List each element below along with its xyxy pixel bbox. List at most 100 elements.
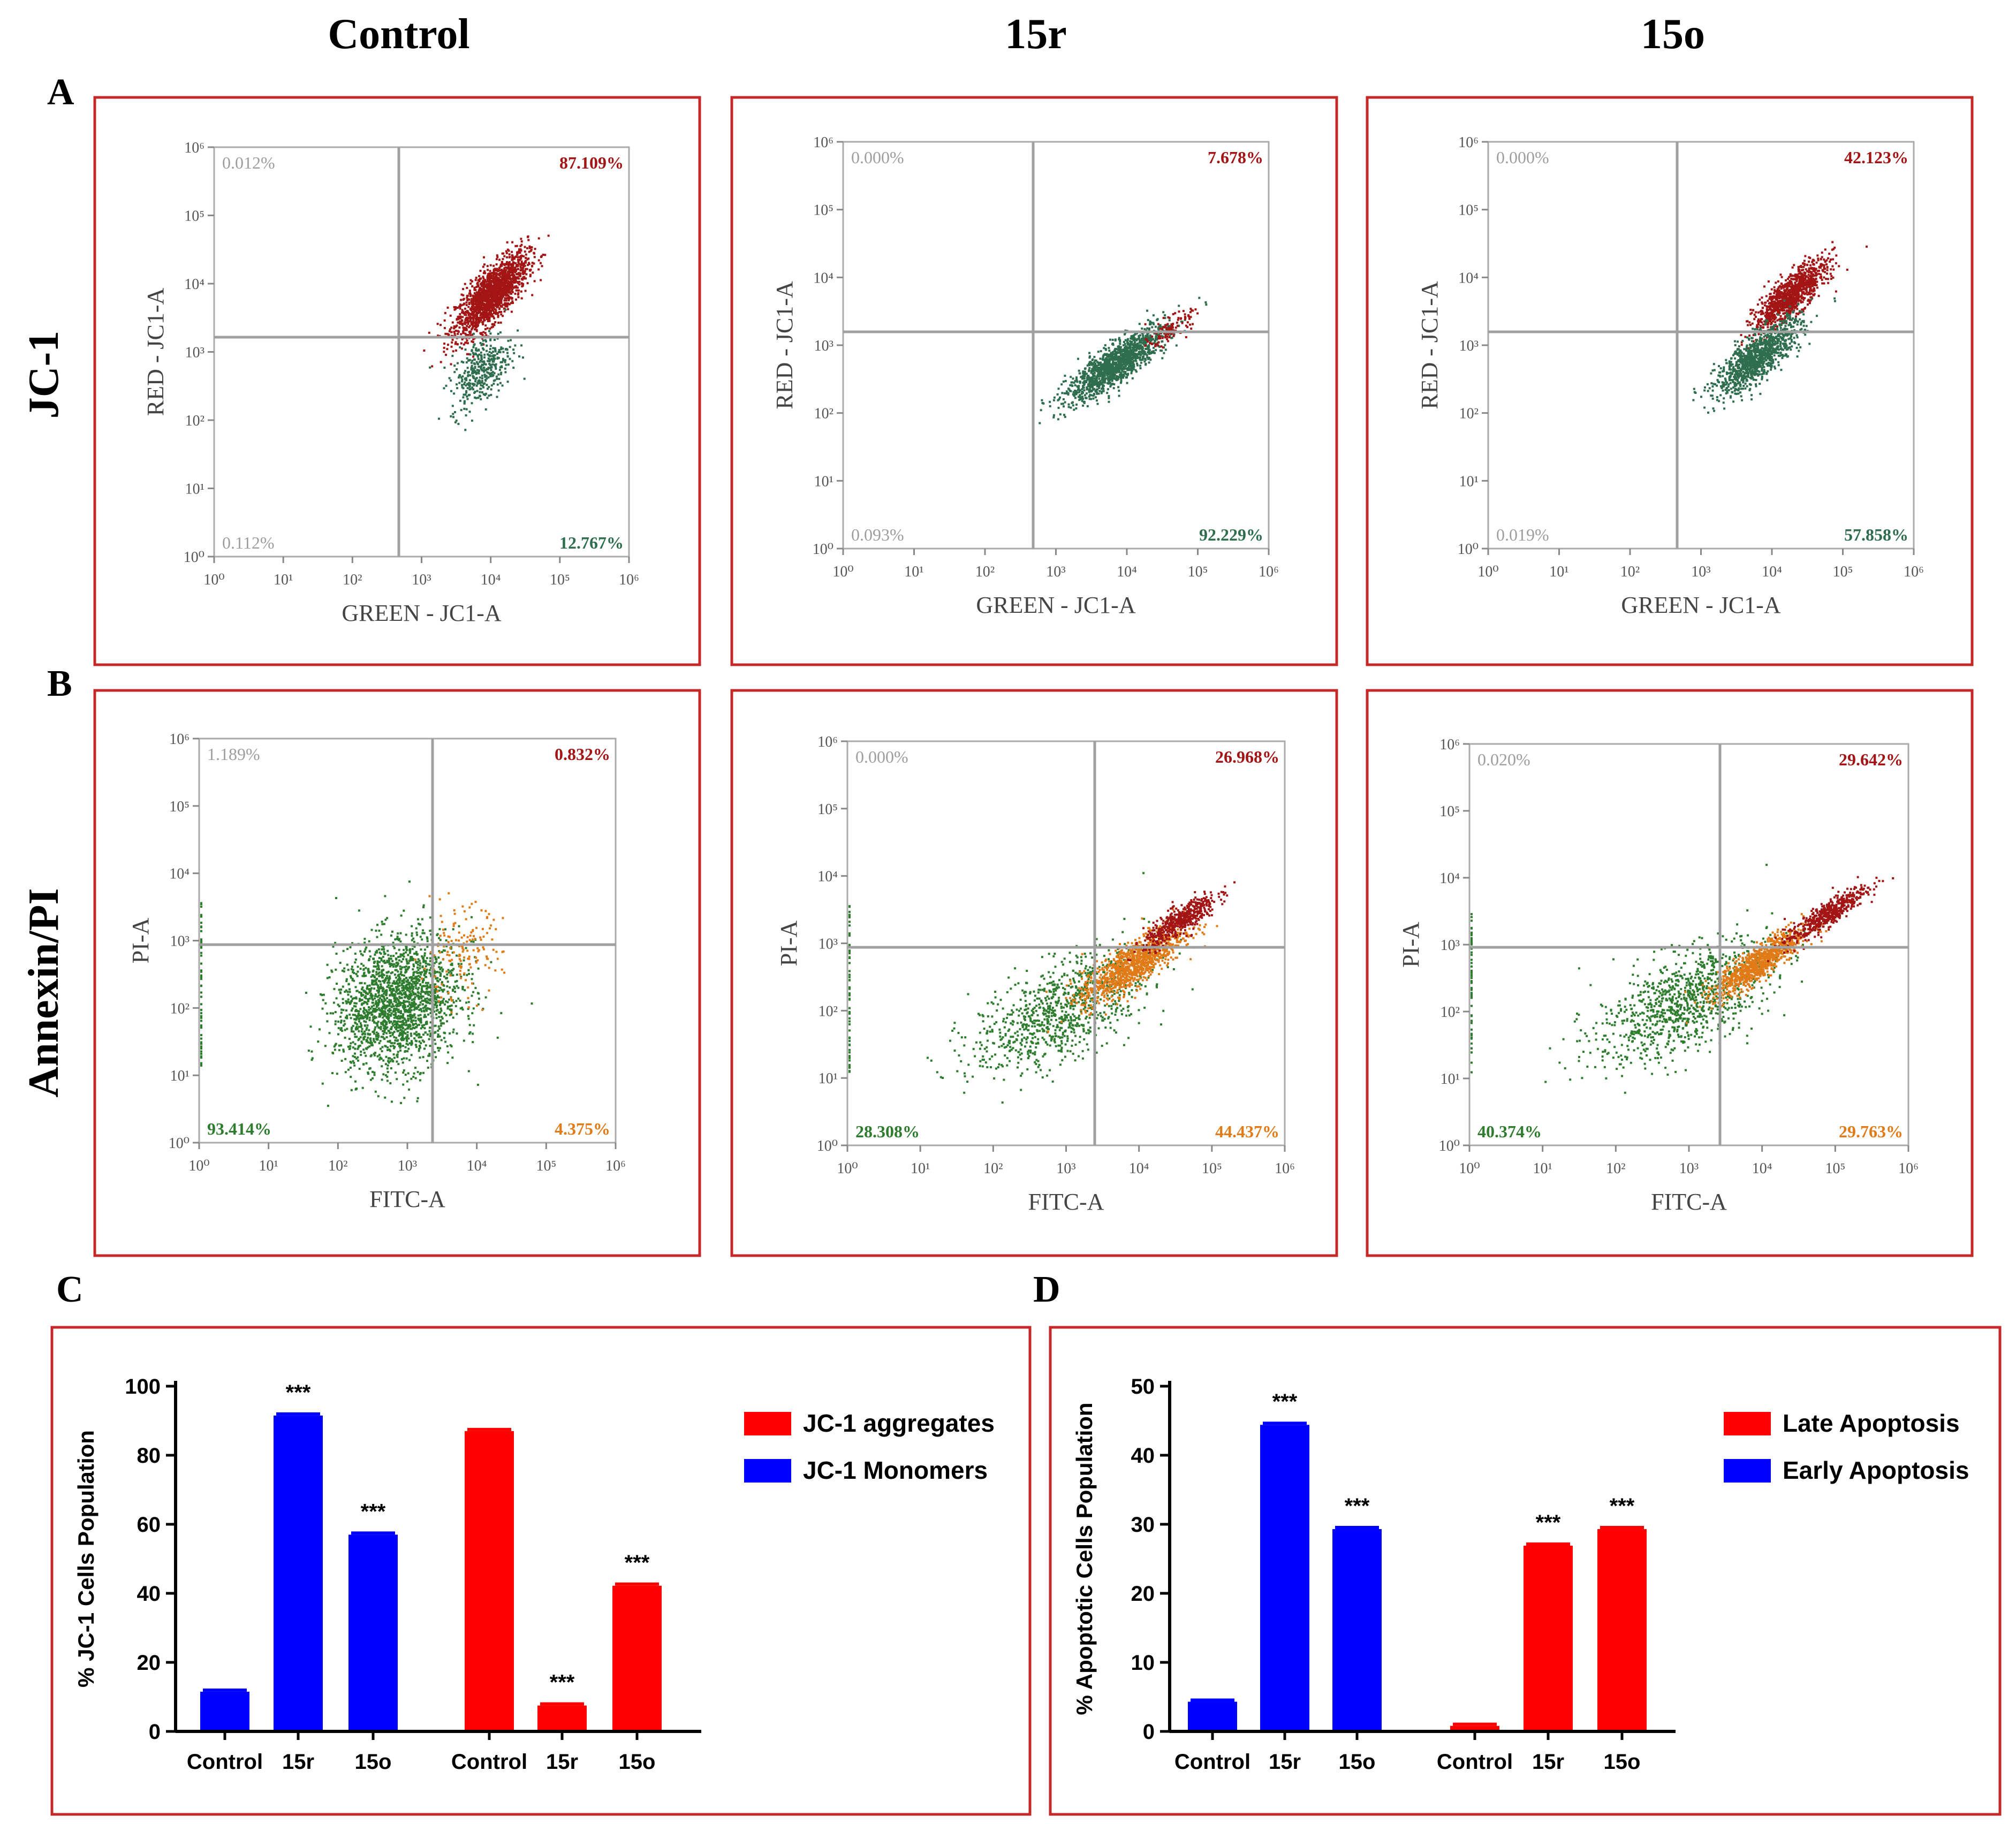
jc1-0-event-dot <box>520 269 522 271</box>
jc1-0-event-dot <box>507 286 510 289</box>
jc1-0-event-dot <box>478 370 480 373</box>
jc1-2-event-dot <box>1846 269 1848 271</box>
jc1-0-event-dot <box>481 377 483 379</box>
jc1-2-event-dot <box>1782 313 1785 315</box>
jc1-1-event-dot <box>1104 347 1107 350</box>
jc1-0-event-dot <box>488 394 490 397</box>
jc1-0-event-dot <box>520 344 523 347</box>
jc1-0-event-dot <box>472 297 475 300</box>
jc1-0-event-dot <box>482 339 484 342</box>
jc1-2-event-dot <box>1811 267 1814 269</box>
jc1-1-event-dot <box>1110 374 1113 377</box>
jc1-1-event-dot <box>1112 353 1115 355</box>
jc1-1-event-dot <box>1143 360 1146 363</box>
jc1-1-event-dot <box>1190 328 1193 330</box>
jc1-2-event-dot <box>1772 295 1775 298</box>
jc1-0-event-dot <box>509 274 511 277</box>
jc1-2-event-dot <box>1823 258 1825 261</box>
jc1-1-event-dot <box>1122 370 1125 373</box>
jc1-0-event-dot <box>464 378 467 381</box>
jc1-0-event-dot <box>490 388 492 391</box>
jc1-0-event-dot <box>495 277 498 279</box>
jc1-1-event-dot <box>1152 322 1155 324</box>
jc1-2-event-dot <box>1795 292 1798 295</box>
jc1-0-event-dot <box>513 275 516 277</box>
jc1-0-event-dot <box>504 308 507 311</box>
jc1-2-event-dot <box>1723 407 1726 410</box>
jc1-2-event-dot <box>1767 322 1770 325</box>
jc1-2-event-dot <box>1830 275 1833 277</box>
jc1-0-event-dot <box>498 287 501 290</box>
jc1-2-event-dot <box>1792 304 1795 306</box>
jc1-0-event-dot <box>460 333 463 336</box>
jc1-2-event-dot <box>1778 311 1781 314</box>
jc1-0-event-dot <box>490 276 493 278</box>
jc1-2-event-dot <box>1782 284 1784 287</box>
jc1-2-event-dot <box>1794 305 1797 308</box>
jc1-0-event-dot <box>505 294 507 297</box>
jc1-1-event-dot <box>1122 344 1125 347</box>
jc1-0-event-dot <box>423 349 426 352</box>
jc1-1-event-dot <box>1119 365 1122 368</box>
jc1-1-event-dot <box>1091 368 1094 370</box>
jc1-0-event-dot <box>501 366 503 368</box>
jc1-1-event-dot <box>1125 361 1128 364</box>
jc1-0-event-dot <box>487 353 489 356</box>
jc1-0-event-dot <box>470 368 473 371</box>
jc1-0-event-dot <box>481 360 484 363</box>
jc1-1-event-dot <box>1176 321 1178 324</box>
jc1-1-event-dot <box>1087 375 1089 377</box>
jc1-0-event-dot <box>481 333 484 336</box>
jc1-0-event-dot <box>488 289 491 292</box>
jc1-1-event-dot <box>1106 367 1109 369</box>
jc1-0-event-dot <box>466 297 468 299</box>
jc1-1-event-dot <box>1107 371 1110 374</box>
jc1-0-event-dot <box>454 330 457 332</box>
jc1-2-event-dot <box>1812 273 1814 276</box>
jc1-2-event-dot <box>1765 308 1768 310</box>
jc1-0-event-dot <box>484 328 487 330</box>
jc1-1-event-dot <box>1110 376 1113 379</box>
jc1-1-event-dot <box>1117 355 1120 358</box>
jc1-0-event-dot <box>480 351 482 354</box>
jc1-0-event-dot <box>483 319 486 322</box>
jc1-0-event-dot <box>513 286 516 289</box>
jc1-0-event-dot <box>520 290 522 293</box>
jc1-0-event-dot <box>458 317 460 320</box>
jc1-2-event-dot <box>1810 280 1813 283</box>
jc1-1-event-dot <box>1082 391 1084 394</box>
jc1-1-event-dot <box>1087 377 1090 380</box>
jc1-0-event-dot <box>480 359 482 362</box>
jc1-1-event-dot <box>1109 382 1112 384</box>
jc1-1-event-dot <box>1115 363 1118 366</box>
jc1-2-event-dot <box>1761 318 1763 321</box>
jc1-1-event-dot <box>1187 314 1190 317</box>
jc1-0-event-dot <box>443 343 446 345</box>
jc1-1-event-dot <box>1092 372 1094 375</box>
jc1-1-event-dot <box>1126 354 1129 357</box>
jc1-0-event-dot <box>519 245 522 247</box>
jc1-1-event-dot <box>1082 398 1084 400</box>
jc1-0-event-dot <box>487 317 489 320</box>
jc1-0-event-dot <box>498 259 501 261</box>
jc1-2-event-dot <box>1774 302 1777 305</box>
jc1-0-event-dot <box>479 361 481 363</box>
jc1-2-event-dot <box>1802 288 1805 291</box>
jc1-0-event-dot <box>492 360 495 363</box>
jc1-1-event-dot <box>1122 349 1125 352</box>
jc1-2-event-dot <box>1762 307 1764 309</box>
jc1-2-event-dot <box>1783 289 1786 292</box>
jc1-1-events <box>1039 297 1208 424</box>
jc1-0-event-dot <box>502 292 504 295</box>
jc1-0-event-dot <box>482 265 484 268</box>
jc1-1-event-dot <box>1088 395 1090 398</box>
jc1-2-event-dot <box>1806 263 1808 266</box>
jc1-1-event-dot <box>1078 369 1080 372</box>
jc1-1-event-dot <box>1124 372 1126 375</box>
jc1-0-event-dot <box>508 271 511 274</box>
jc1-0-event-dot <box>499 369 501 371</box>
jc1-2-event-dot <box>1801 297 1804 299</box>
jc1-1-event-dot <box>1120 379 1123 382</box>
jc1-1-event-dot <box>1136 338 1139 340</box>
